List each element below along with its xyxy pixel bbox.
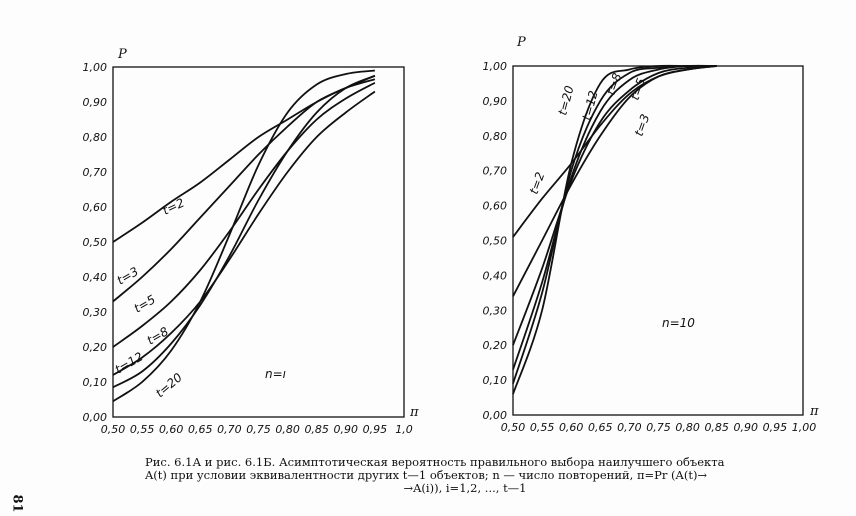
series-label: t=20: [153, 370, 185, 400]
y-tick-label: 0,70: [83, 166, 108, 179]
y-tick-label: 0,30: [483, 304, 508, 317]
y-tick-label: 0,50: [83, 236, 108, 249]
series-line-t-20: [512, 64, 717, 395]
x-tick-label: 0,85: [704, 421, 729, 434]
y-tick-label: 0,70: [483, 165, 508, 178]
series-label: t=3: [115, 264, 141, 287]
y-tick-label: 0,00: [83, 411, 108, 424]
x-tick-label: 0,60: [559, 421, 584, 434]
x-tick-label: 0,55: [530, 421, 555, 434]
x-axis-label: π: [409, 405, 419, 420]
x-tick-label: 0,85: [304, 423, 329, 436]
y-tick-label: 0,20: [83, 341, 108, 354]
page-number: 81: [9, 494, 25, 513]
series-line-t-3: [512, 65, 717, 297]
x-tick-label: 0,80: [675, 421, 700, 434]
x-tick-label: 0,75: [646, 421, 671, 434]
y-tick-label: 0,00: [483, 409, 508, 422]
x-tick-label: 0,50: [501, 421, 526, 434]
series-label: t=20: [555, 84, 576, 117]
y-tick-label: 1,00: [83, 61, 108, 74]
y-tick-label: 0,20: [483, 339, 508, 352]
plot-frame: [112, 66, 405, 418]
series-line-t-12: [112, 74, 376, 389]
series-line-t-3: [112, 74, 376, 303]
caption-line-2: A(t) при условии эквивалентности других …: [145, 468, 708, 482]
y-tick-label: 0,50: [483, 235, 508, 248]
y-tick-label: 0,10: [83, 376, 108, 389]
series-label: t=5: [132, 292, 158, 315]
x-tick-label: 1,00: [792, 421, 817, 434]
y-tick-label: 0,60: [83, 201, 108, 214]
y-tick-label: 0,90: [83, 96, 108, 109]
series-line-t-8: [112, 90, 376, 376]
x-tick-label: 0,90: [334, 423, 359, 436]
x-tick-label: 0,55: [130, 423, 155, 436]
y-axis-label: P: [117, 47, 127, 62]
y-tick-label: 0,80: [483, 130, 508, 143]
series-line-t-2: [112, 78, 376, 243]
y-tick-label: 1,00: [483, 60, 508, 73]
n-annotation: n=ı: [265, 367, 286, 381]
x-axis-label: π: [809, 404, 819, 419]
y-axis-label: P: [516, 35, 526, 50]
y-tick-label: 0,30: [83, 306, 108, 319]
x-tick-label: 0,95: [363, 423, 388, 436]
x-tick-label: 1,0: [395, 423, 413, 436]
series-line-t-20: [112, 69, 376, 403]
x-tick-label: 0,75: [246, 423, 271, 436]
y-tick-label: 0,40: [83, 271, 108, 284]
y-tick-label: 0,10: [483, 374, 508, 387]
series-label: t=2: [160, 196, 186, 218]
y-tick-label: 0,90: [483, 95, 508, 108]
x-tick-label: 0,90: [734, 421, 759, 434]
x-tick-label: 0,70: [617, 421, 642, 434]
n-annotation: n=10: [662, 316, 695, 330]
x-tick-label: 0,95: [763, 421, 788, 434]
y-tick-label: 0,40: [483, 269, 508, 282]
x-tick-label: 0,70: [217, 423, 242, 436]
x-tick-label: 0,50: [101, 423, 126, 436]
series-line-t-5: [512, 65, 717, 346]
series-label: t=3: [632, 112, 653, 138]
series-line-t-5: [112, 81, 376, 348]
x-tick-label: 0,65: [188, 423, 213, 436]
x-tick-label: 0,80: [275, 423, 300, 436]
y-tick-label: 0,60: [483, 200, 508, 213]
x-tick-label: 0,60: [159, 423, 184, 436]
series-label: t=2: [527, 170, 548, 196]
x-tick-label: 0,65: [588, 421, 613, 434]
caption-line-1: Рис. 6.1А и рис. 6.1Б. Асимптотическая в…: [145, 455, 725, 469]
caption-line-3: →A(i)), i=1,2, ..., t—1: [403, 481, 527, 495]
y-tick-label: 0,80: [83, 131, 108, 144]
